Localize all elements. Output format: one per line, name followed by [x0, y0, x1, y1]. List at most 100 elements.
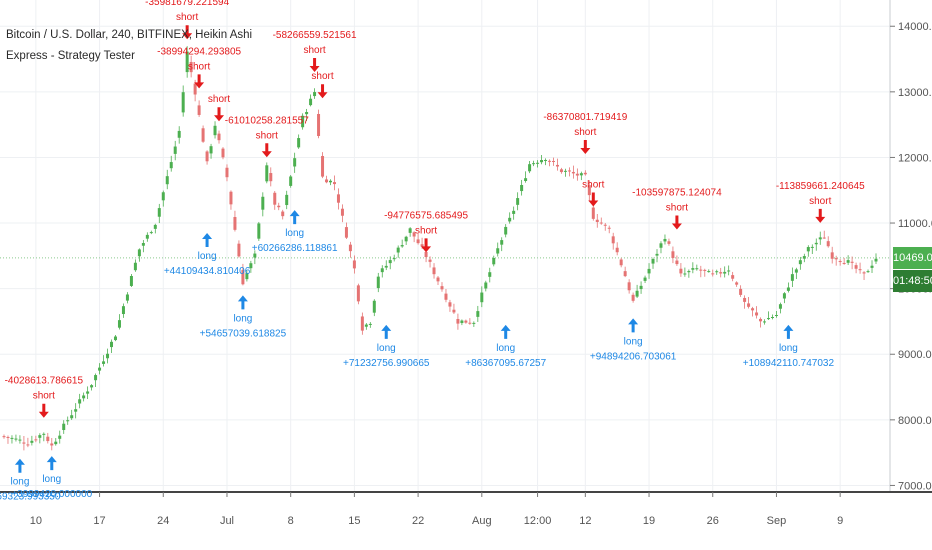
long-label: long	[624, 336, 643, 347]
candle-body	[782, 293, 786, 299]
candle-body	[106, 353, 110, 359]
candle-body	[368, 323, 372, 325]
candle-body	[58, 435, 62, 439]
candle-body	[763, 321, 767, 323]
candle-body	[496, 248, 500, 254]
candle-body	[336, 194, 340, 203]
candle-body	[400, 245, 404, 247]
candle-body	[225, 167, 229, 178]
short-label: short	[415, 225, 437, 236]
long-arrow-icon	[202, 233, 213, 248]
candle-body	[297, 138, 301, 148]
candle-body	[54, 441, 58, 445]
long-pnl-label: +3469323.993350	[0, 492, 61, 503]
candle-body	[567, 170, 571, 172]
short-pnl-label: -86370801.719419	[543, 112, 627, 123]
candle-body	[181, 92, 185, 113]
candle-body	[512, 210, 516, 214]
short-label: short	[582, 179, 604, 190]
candle-body	[388, 260, 392, 264]
candle-body	[858, 269, 862, 271]
candle-body	[189, 61, 193, 73]
candle-body	[743, 297, 747, 302]
candle-body	[110, 341, 114, 348]
candle-body	[38, 435, 42, 438]
y-tick-label: 12000.0	[898, 152, 932, 164]
candle-body	[125, 294, 129, 301]
x-tick-label: 17	[93, 515, 105, 527]
long-arrow-icon	[381, 324, 392, 339]
candle-body	[575, 173, 579, 176]
candle-body	[205, 151, 209, 162]
short-label: short	[33, 391, 55, 402]
candle-body	[687, 271, 691, 273]
candle-body	[830, 252, 834, 259]
candle-body	[86, 391, 90, 394]
candle-body	[727, 270, 731, 272]
short-label: short	[311, 71, 333, 82]
candle-body	[217, 133, 221, 141]
candle-body	[305, 111, 309, 115]
candle-body	[723, 271, 727, 274]
candle-body	[508, 217, 512, 222]
short-arrow-icon	[182, 25, 193, 40]
short-arrow-icon	[261, 143, 272, 158]
candle-body	[822, 237, 826, 239]
candle-body	[169, 162, 173, 169]
short-pnl-label: -38994294.293805	[157, 46, 241, 57]
y-tick-label: 14000.0	[898, 21, 932, 33]
candle-body	[731, 275, 735, 279]
short-pnl-label: -4028613.786615	[5, 376, 84, 387]
candle-body	[221, 148, 225, 158]
candle-body	[281, 211, 285, 217]
candle-body	[778, 304, 782, 309]
short-label: short	[256, 130, 278, 141]
candle-body	[504, 226, 508, 235]
candle-body	[376, 276, 380, 289]
short-pnl-label: -94776575.685495	[384, 210, 468, 221]
candle-body	[520, 184, 524, 192]
candle-body	[197, 105, 201, 115]
candle-body	[516, 198, 520, 205]
candle-body	[340, 208, 344, 216]
candle-body	[770, 317, 774, 319]
candle-body	[452, 309, 456, 313]
candle-body	[707, 271, 711, 273]
x-tick-label: 10	[30, 515, 42, 527]
candle-body	[675, 260, 679, 265]
y-tick-label: 9000.0	[898, 349, 932, 361]
candle-body	[325, 179, 329, 183]
candle-body	[313, 92, 317, 97]
candle-body	[165, 176, 169, 185]
candle-body	[826, 241, 830, 247]
candle-body	[90, 385, 94, 388]
y-tick-label: 7000.0	[898, 480, 932, 492]
candle-body	[66, 420, 70, 422]
candle-body	[806, 247, 810, 252]
candle-body	[492, 257, 496, 265]
candle-body	[440, 286, 444, 290]
strategy-name[interactable]: Express - Strategy Tester	[6, 50, 135, 62]
x-tick-label: 9	[837, 515, 843, 527]
candle-body	[384, 265, 388, 268]
y-tick-label: 8000.0	[898, 415, 932, 427]
candle-body	[488, 272, 492, 277]
candle-body	[563, 170, 567, 172]
candle-body	[866, 271, 870, 273]
candle-body	[587, 185, 591, 196]
candle-body	[544, 159, 548, 161]
short-arrow-icon	[309, 58, 320, 72]
candle-body	[555, 164, 559, 167]
candle-body	[699, 269, 703, 271]
candle-body	[794, 269, 798, 273]
candle-body	[26, 444, 30, 446]
candle-body	[193, 83, 197, 95]
long-arrow-icon	[628, 318, 639, 333]
long-pnl-label: +54657039.618825	[200, 328, 287, 339]
candle-body	[500, 240, 504, 245]
candle-body	[476, 311, 480, 317]
candle-body	[285, 194, 289, 206]
candle-body	[484, 282, 488, 289]
candle-body	[615, 247, 619, 253]
